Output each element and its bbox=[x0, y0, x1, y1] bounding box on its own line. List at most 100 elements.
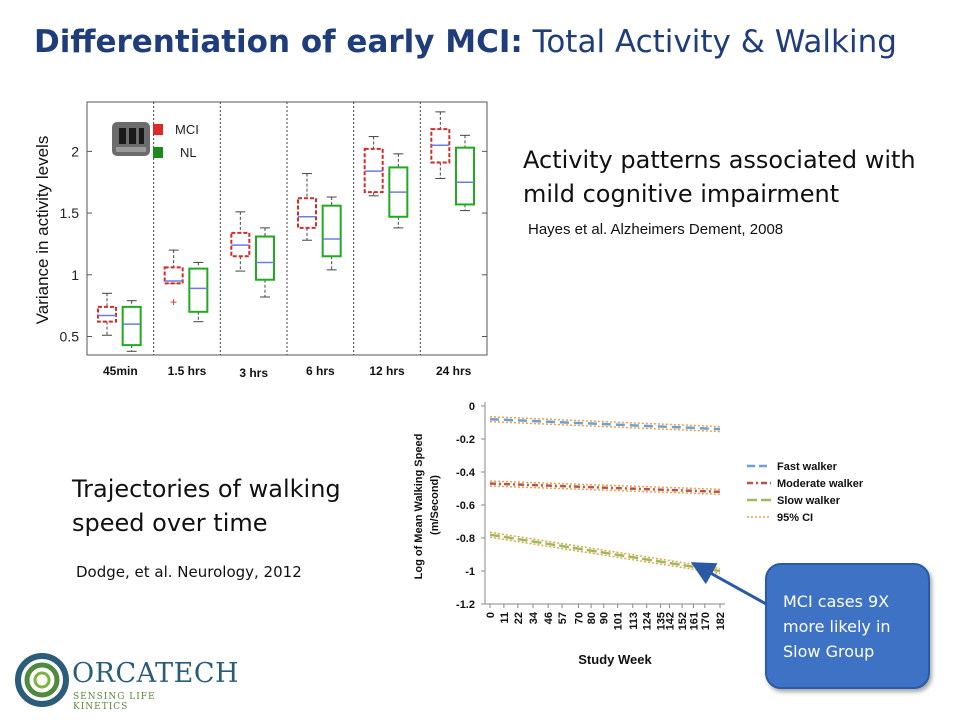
activity-heading: Activity patterns associated with mild c… bbox=[523, 143, 916, 211]
logo-tagline: SENSING LIFE KINETICS bbox=[73, 692, 156, 712]
y-tick-label: -1.2 bbox=[456, 599, 475, 611]
box bbox=[255, 235, 275, 281]
x-tick-label: 135 bbox=[656, 612, 668, 630]
y-tick-label: -1 bbox=[465, 566, 475, 578]
callout-box: MCI cases 9X more likely in Slow Group bbox=[765, 563, 930, 689]
mci-box bbox=[297, 173, 317, 241]
walking-heading-line2: speed over time bbox=[72, 509, 268, 537]
line-chart-y-axis-label: Log of Mean Walking Speed (m/Second) bbox=[413, 431, 441, 580]
series-line bbox=[489, 482, 721, 494]
callout-line3: Slow Group bbox=[783, 642, 875, 661]
legend-label: Moderate walker bbox=[777, 478, 864, 490]
series-fast-walker bbox=[489, 415, 721, 433]
x-tick-label: 46 bbox=[543, 612, 555, 624]
y-tick-label: 0.5 bbox=[60, 328, 80, 344]
x-tick-label: 34 bbox=[528, 611, 540, 624]
box bbox=[97, 305, 117, 323]
x-tick-label: 0 bbox=[485, 612, 497, 618]
callout-arrow bbox=[690, 562, 769, 607]
x-tick-label: 45min bbox=[103, 364, 138, 378]
logo-name: ORCATECH bbox=[72, 658, 240, 689]
boxplot-y-axis-label: Variance in activity levels bbox=[33, 136, 52, 325]
mci-box bbox=[430, 111, 451, 180]
nl-box bbox=[388, 153, 409, 229]
activity-boxplot-chart: + 0.5 1 1.5 2 45min 1.5 hrs 3 hrs 6 hrs 12 hrs 24… bbox=[33, 101, 488, 380]
confidence-band bbox=[489, 531, 721, 570]
activity-heading-line2: mild cognitive impairment bbox=[523, 180, 840, 208]
box bbox=[121, 305, 142, 347]
walking-citation: Dodge, et al. Neurology, 2012 bbox=[76, 563, 302, 581]
mci-box bbox=[97, 292, 117, 336]
x-tick-label: 3 hrs bbox=[239, 366, 268, 380]
confidence-band bbox=[489, 536, 721, 575]
legend-swatch-mci bbox=[153, 124, 163, 135]
x-tick-label: 101 bbox=[613, 612, 625, 630]
y-tick-label: -0.4 bbox=[456, 467, 476, 479]
y-axis-label-line1: Log of Mean Walking Speed bbox=[413, 434, 425, 580]
mci-box: + bbox=[163, 249, 184, 309]
orcatech-logo-icon bbox=[15, 653, 69, 707]
mci-box bbox=[230, 211, 251, 272]
orcatech-logo: ORCATECH SENSING LIFE KINETICS bbox=[14, 650, 239, 712]
series-slow-walker bbox=[489, 531, 721, 575]
nl-box bbox=[255, 227, 275, 298]
plot-frame bbox=[86, 101, 488, 356]
box bbox=[321, 204, 342, 258]
x-tick-label: 152 bbox=[677, 612, 689, 630]
sensor-device-icon bbox=[112, 122, 150, 156]
x-tick-label: 182 bbox=[715, 612, 727, 630]
x-tick-label: 1.5 hrs bbox=[168, 364, 207, 378]
legend-label: 95% CI bbox=[777, 512, 813, 524]
callout-line2: more likely in bbox=[783, 617, 891, 636]
callout-line1: MCI cases 9X bbox=[783, 592, 890, 611]
y-tick-label: 2 bbox=[71, 143, 79, 159]
x-tick-label: 142 bbox=[664, 612, 676, 630]
nl-box bbox=[121, 300, 142, 352]
series-moderate-walker bbox=[489, 480, 721, 496]
activity-heading-line1: Activity patterns associated with bbox=[523, 146, 916, 174]
series-line bbox=[489, 417, 721, 431]
legend-label-nl: NL bbox=[180, 145, 197, 160]
y-tick-label: 0 bbox=[469, 401, 475, 413]
nl-box bbox=[455, 134, 475, 212]
y-tick-label: -0.2 bbox=[456, 434, 475, 446]
slide-title-bold: Differentiation of early MCI: bbox=[34, 24, 523, 60]
y-axis-label-line2: (m/Second) bbox=[429, 475, 441, 535]
legend-label: Slow walker bbox=[777, 495, 841, 507]
x-tick-label: 12 hrs bbox=[369, 364, 405, 378]
walking-heading-line1: Trajectories of walking bbox=[72, 475, 341, 503]
line-chart-legend: Fast walker Moderate walker Slow walker 95%… bbox=[747, 461, 864, 524]
legend-label: Fast walker bbox=[777, 461, 838, 473]
x-tick-label: 80 bbox=[586, 612, 598, 624]
line-chart-x-axis-label: Study Week bbox=[578, 652, 652, 667]
legend-label-mci: MCI bbox=[175, 122, 199, 137]
outlier-point: + bbox=[170, 295, 177, 309]
walking-heading: Trajectories of walking speed over time bbox=[72, 472, 341, 540]
x-tick-label: 113 bbox=[628, 612, 640, 630]
series-line bbox=[489, 533, 721, 573]
y-tick-label: -0.6 bbox=[456, 500, 475, 512]
y-tick-label: 1.5 bbox=[60, 205, 80, 221]
x-tick-label: 6 hrs bbox=[306, 364, 335, 378]
x-tick-label: 24 hrs bbox=[436, 364, 472, 378]
x-tick-label: 161 bbox=[688, 612, 700, 630]
x-tick-label: 11 bbox=[499, 612, 511, 624]
box bbox=[188, 267, 209, 313]
y-tick-label: 1 bbox=[71, 267, 79, 283]
nl-box bbox=[188, 261, 209, 323]
walking-speed-line-chart: 0-0.2-0.4-0.6-0.8-1-1.20 11 22 34 46 57 70 80 90… bbox=[413, 401, 864, 667]
activity-citation: Hayes et al. Alzheimers Dement, 2008 bbox=[528, 221, 784, 238]
nl-box bbox=[321, 196, 342, 271]
x-tick-label: 90 bbox=[599, 612, 611, 624]
x-tick-label: 170 bbox=[700, 612, 712, 630]
mci-box bbox=[363, 136, 384, 197]
box bbox=[163, 266, 184, 285]
x-tick-label: 70 bbox=[573, 612, 585, 624]
boxplot-legend: MCI NL bbox=[153, 122, 199, 160]
x-tick-label: 22 bbox=[513, 612, 525, 624]
slide-title-rest: Total Activity & Walking bbox=[522, 24, 897, 60]
slide-title: Differentiation of early MCI: Total Acti… bbox=[34, 24, 897, 60]
y-tick-label: -0.8 bbox=[456, 533, 475, 545]
legend-swatch-nl bbox=[153, 147, 163, 158]
box bbox=[455, 146, 475, 206]
